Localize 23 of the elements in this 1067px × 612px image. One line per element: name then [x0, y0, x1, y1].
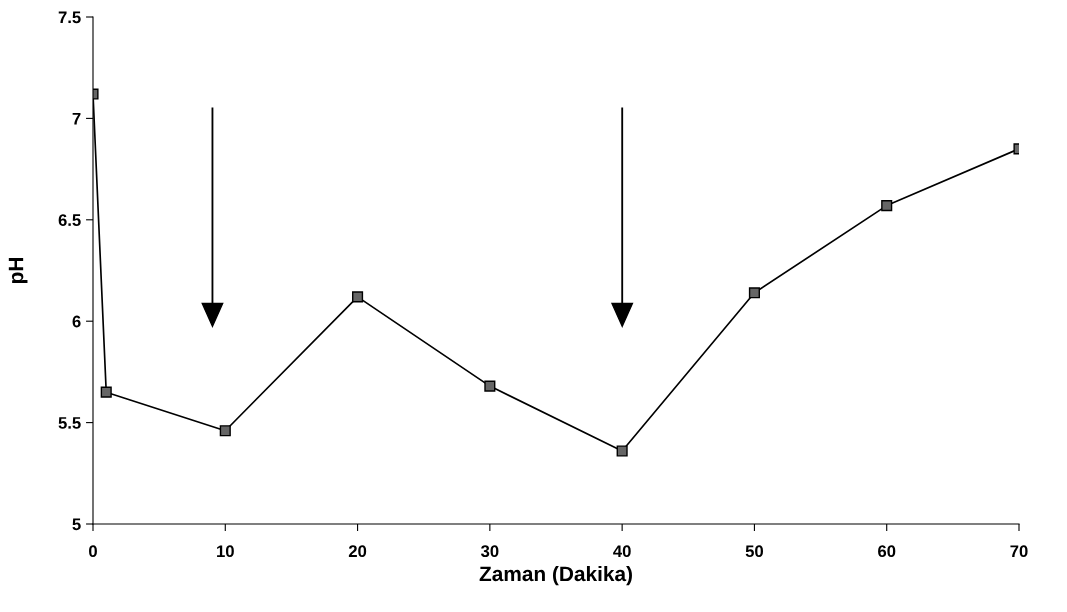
- y-tick-label: 7.5: [58, 11, 81, 24]
- point: [352, 291, 364, 303]
- point: [881, 200, 893, 212]
- point: [100, 386, 112, 398]
- x-axis-title: Zaman (Dakika): [479, 565, 632, 586]
- point: [748, 287, 760, 299]
- x-tick-label: 70: [1010, 545, 1028, 558]
- x-tick-label: 40: [613, 545, 631, 558]
- y-tick-label: 6: [72, 315, 81, 328]
- x-tick-label: 50: [745, 545, 764, 558]
- y-tick-label: 5.5: [58, 417, 81, 429]
- x-tick-label: 20: [348, 545, 367, 558]
- y-axis-title: pH: [8, 258, 28, 284]
- point: [616, 445, 628, 457]
- y-tick-label: 7: [72, 112, 81, 125]
- x-tick-label: 0: [89, 545, 97, 558]
- point: [219, 425, 231, 437]
- x-tick-label: 10: [217, 545, 234, 558]
- y-tick-label: 6.5: [58, 214, 81, 226]
- x-tick-label: 30: [480, 545, 499, 558]
- x-tick-label: 60: [878, 545, 896, 558]
- y-tick-label: 5: [72, 518, 81, 531]
- point: [484, 380, 496, 392]
